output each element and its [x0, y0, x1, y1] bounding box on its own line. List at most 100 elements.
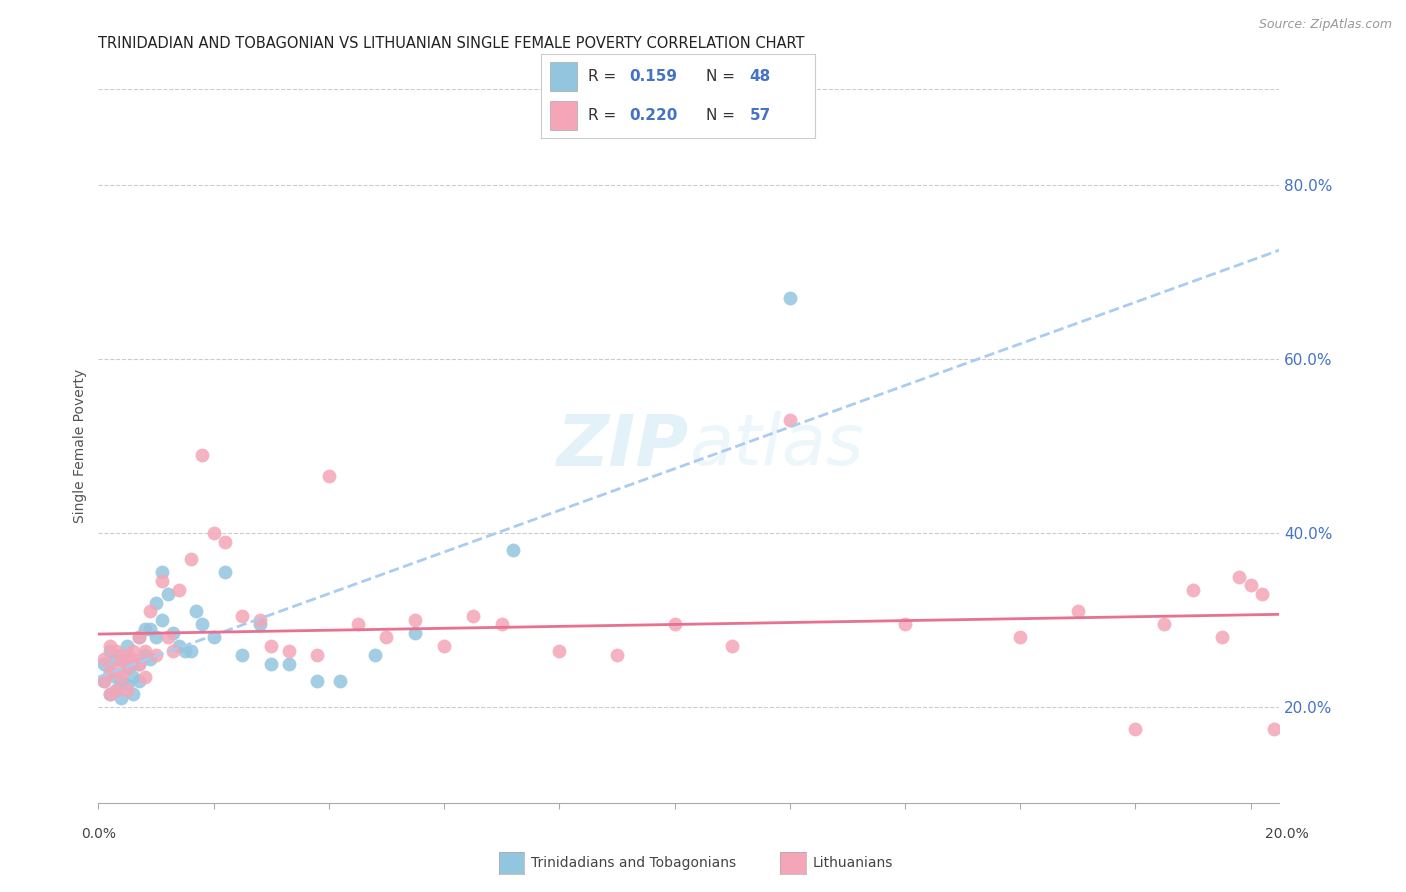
Text: 0.159: 0.159	[628, 69, 678, 84]
Point	[150, 574, 173, 588]
Text: N =: N =	[706, 69, 740, 84]
Point	[145, 596, 167, 610]
Point	[1251, 587, 1274, 601]
Point	[1182, 582, 1205, 597]
Point	[134, 670, 156, 684]
Point	[1240, 578, 1263, 592]
Point	[548, 643, 571, 657]
Text: atlas: atlas	[689, 411, 863, 481]
Point	[260, 639, 283, 653]
Point	[104, 682, 127, 697]
Text: R =: R =	[588, 108, 621, 123]
Point	[191, 617, 214, 632]
Point	[461, 608, 484, 623]
Point	[150, 565, 173, 579]
Point	[162, 643, 184, 657]
Point	[128, 631, 150, 645]
Text: TRINIDADIAN AND TOBAGONIAN VS LITHUANIAN SINGLE FEMALE POVERTY CORRELATION CHART: TRINIDADIAN AND TOBAGONIAN VS LITHUANIAN…	[98, 36, 804, 51]
Point	[202, 526, 225, 541]
Point	[491, 617, 513, 632]
Point	[167, 639, 190, 653]
Point	[93, 673, 115, 688]
Point	[122, 652, 145, 666]
Point	[122, 687, 145, 701]
Point	[307, 673, 329, 688]
FancyBboxPatch shape	[550, 62, 576, 91]
Point	[318, 469, 340, 483]
Point	[156, 631, 179, 645]
Point	[1067, 604, 1090, 618]
Point	[1211, 631, 1233, 645]
Point	[260, 657, 283, 671]
Point	[115, 661, 138, 675]
Point	[404, 626, 426, 640]
Point	[122, 643, 145, 657]
Point	[115, 648, 138, 662]
Point	[249, 613, 271, 627]
Point	[98, 687, 121, 701]
Point	[307, 648, 329, 662]
Point	[110, 691, 132, 706]
Point	[277, 657, 299, 671]
Point	[779, 291, 801, 305]
Point	[104, 643, 127, 657]
Text: ZIP: ZIP	[557, 411, 689, 481]
Text: Lithuanians: Lithuanians	[813, 856, 893, 871]
Point	[134, 643, 156, 657]
Point	[139, 652, 162, 666]
Point	[1263, 722, 1285, 736]
Point	[115, 682, 138, 697]
Point	[664, 617, 686, 632]
Point	[115, 639, 138, 653]
Point	[186, 604, 208, 618]
Point	[104, 652, 127, 666]
Point	[214, 534, 236, 549]
Point	[191, 448, 214, 462]
Point	[502, 543, 524, 558]
Point	[375, 631, 398, 645]
Text: N =: N =	[706, 108, 740, 123]
Point	[139, 622, 162, 636]
Point	[110, 652, 132, 666]
Point	[122, 657, 145, 671]
Point	[93, 657, 115, 671]
Point	[1227, 569, 1250, 583]
Point	[277, 643, 299, 657]
Point	[104, 682, 127, 697]
Point	[115, 652, 138, 666]
Point	[180, 552, 202, 566]
Point	[779, 413, 801, 427]
Text: 57: 57	[749, 108, 770, 123]
Point	[115, 661, 138, 675]
Text: 0.220: 0.220	[628, 108, 678, 123]
Point	[249, 617, 271, 632]
Point	[128, 657, 150, 671]
Point	[93, 652, 115, 666]
Point	[231, 608, 253, 623]
Point	[433, 639, 456, 653]
Point	[139, 604, 162, 618]
Point	[1153, 617, 1175, 632]
Point	[180, 643, 202, 657]
Point	[1010, 631, 1032, 645]
Point	[104, 670, 127, 684]
Point	[128, 673, 150, 688]
Point	[156, 587, 179, 601]
Point	[98, 687, 121, 701]
Point	[404, 613, 426, 627]
Point	[98, 665, 121, 680]
Text: 20.0%: 20.0%	[1264, 827, 1309, 841]
Point	[98, 639, 121, 653]
Point	[606, 648, 628, 662]
Text: R =: R =	[588, 69, 621, 84]
FancyBboxPatch shape	[550, 101, 576, 130]
Point	[104, 661, 127, 675]
Point	[134, 648, 156, 662]
Point	[150, 613, 173, 627]
Point	[110, 673, 132, 688]
Point	[134, 622, 156, 636]
Point	[214, 565, 236, 579]
Point	[98, 643, 121, 657]
Point	[1125, 722, 1147, 736]
Point	[115, 678, 138, 692]
